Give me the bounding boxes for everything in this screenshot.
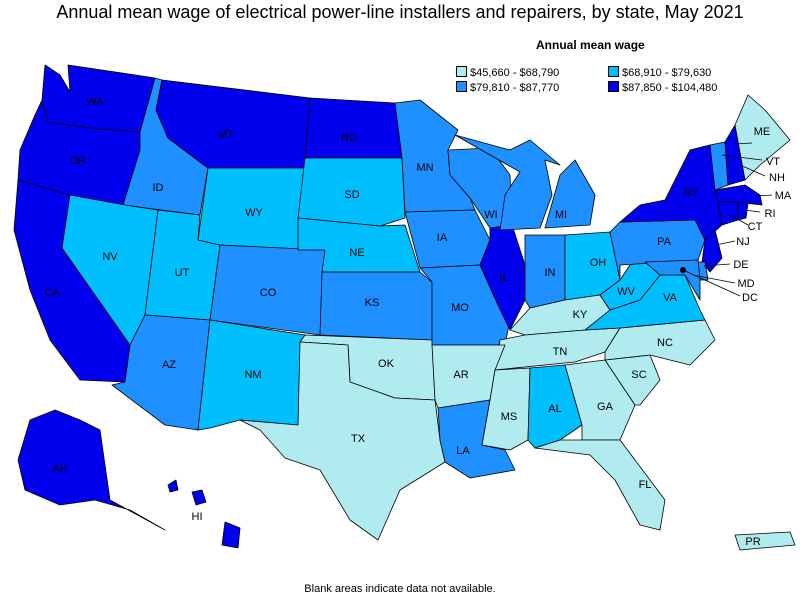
state-label-SD: SD — [344, 189, 359, 201]
state-labels: WA OR CA ID NV UT AZ MT WY CO NM ND SD N… — [44, 96, 792, 548]
state-label-DC: DC — [742, 292, 758, 304]
state-label-CT: CT — [748, 221, 763, 233]
state-PR — [734, 531, 796, 551]
legend-swatch — [456, 66, 467, 77]
leader-line-CT — [729, 214, 749, 226]
state-label-ND: ND — [341, 132, 357, 144]
leader-line-ME — [734, 142, 753, 145]
legend-item-bin-4: $87,850 - $104,480 — [608, 81, 717, 94]
legend-swatch — [456, 81, 467, 92]
state-label-MA: MA — [775, 190, 792, 202]
state-label-UT: UT — [175, 267, 190, 279]
state-label-AR: AR — [453, 369, 468, 381]
state-label-FL: FL — [639, 479, 652, 491]
state-label-NE: NE — [349, 247, 364, 259]
state-label-MI: MI — [555, 209, 567, 221]
state-IA — [404, 209, 491, 269]
state-label-PA: PA — [657, 236, 672, 248]
state-AK — [17, 409, 166, 531]
legend-label: $68,910 - $79,630 — [622, 67, 712, 79]
state-label-MO: MO — [451, 302, 469, 314]
state-label-LA: LA — [456, 445, 470, 457]
leader-line-MA — [755, 194, 773, 197]
state-label-MS: MS — [501, 411, 518, 423]
dc-marker — [680, 267, 686, 273]
state-label-NH: NH — [769, 172, 785, 184]
state-label-OK: OK — [378, 358, 395, 370]
state-FL — [534, 439, 666, 531]
state-label-WY: WY — [245, 207, 263, 219]
state-label-DE: DE — [733, 259, 748, 271]
legend-item-bin-2: $68,910 - $79,630 — [608, 66, 711, 79]
states-layer — [13, 64, 796, 551]
state-label-WV: WV — [617, 286, 635, 298]
label-leaders — [682, 142, 773, 297]
state-label-CA: CA — [44, 287, 60, 299]
state-label-TN: TN — [553, 346, 568, 358]
state-label-AL: AL — [548, 403, 561, 415]
footnote: Blank areas indicate data not available. — [304, 583, 496, 595]
state-label-NJ: NJ — [736, 236, 749, 248]
state-label-SC: SC — [631, 369, 646, 381]
state-label-WI: WI — [484, 209, 497, 221]
state-label-ME: ME — [754, 126, 771, 138]
state-label-CO: CO — [260, 287, 277, 299]
leader-line-DC — [682, 269, 741, 297]
state-label-IA: IA — [437, 232, 448, 244]
state-SD — [297, 157, 406, 227]
state-MD — [644, 259, 701, 301]
state-label-AZ: AZ — [162, 359, 176, 371]
legend-swatch — [608, 66, 619, 77]
state-label-OH: OH — [590, 257, 607, 269]
state-label-RI: RI — [765, 208, 776, 220]
legend-item-bin-1: $45,660 - $68,790 — [456, 66, 559, 79]
legend-item-bin-3: $79,810 - $87,770 — [456, 81, 559, 94]
state-TX — [239, 341, 446, 541]
state-label-TX: TX — [351, 433, 366, 445]
state-label-ID: ID — [153, 182, 164, 194]
state-label-NM: NM — [244, 369, 261, 381]
state-label-NC: NC — [657, 337, 673, 349]
state-label-NY: NY — [683, 187, 699, 199]
legend-label: $79,810 - $87,770 — [470, 82, 560, 94]
state-RI — [737, 201, 749, 221]
state-ND — [304, 97, 403, 159]
map-title: Annual mean wage of electrical power-lin… — [56, 2, 744, 22]
state-label-HI: HI — [192, 511, 203, 523]
state-CT — [717, 201, 739, 226]
state-ME — [734, 94, 791, 181]
state-HI — [167, 479, 241, 549]
legend-label: $45,660 - $68,790 — [470, 67, 560, 79]
state-label-OR: OR — [70, 155, 87, 167]
leader-line-MD — [692, 274, 736, 284]
state-label-AK: AK — [53, 463, 68, 475]
state-label-IN: IN — [545, 267, 556, 279]
leader-line-RI — [743, 209, 761, 213]
state-label-NV: NV — [102, 251, 118, 263]
state-label-KS: KS — [365, 297, 380, 309]
leader-line-NJ — [715, 240, 736, 246]
state-label-IL: IL — [499, 272, 508, 284]
state-label-KY: KY — [573, 309, 588, 321]
state-label-MD: MD — [737, 278, 754, 290]
state-label-MT: MT — [218, 129, 234, 141]
state-label-VA: VA — [663, 292, 678, 304]
legend-label: $87,850 - $104,480 — [622, 82, 718, 94]
state-label-MN: MN — [416, 162, 433, 174]
state-label-WA: WA — [86, 96, 104, 108]
leader-line-DE — [703, 263, 731, 267]
leader-line-NH — [739, 164, 766, 177]
state-label-VT: VT — [766, 156, 780, 168]
legend-swatch — [608, 81, 619, 92]
state-label-GA: GA — [597, 401, 614, 413]
legend-title: Annual mean wage — [536, 38, 645, 52]
leader-line-VT — [721, 154, 763, 161]
state-label-PR: PR — [745, 536, 760, 548]
state-MI — [454, 134, 596, 231]
